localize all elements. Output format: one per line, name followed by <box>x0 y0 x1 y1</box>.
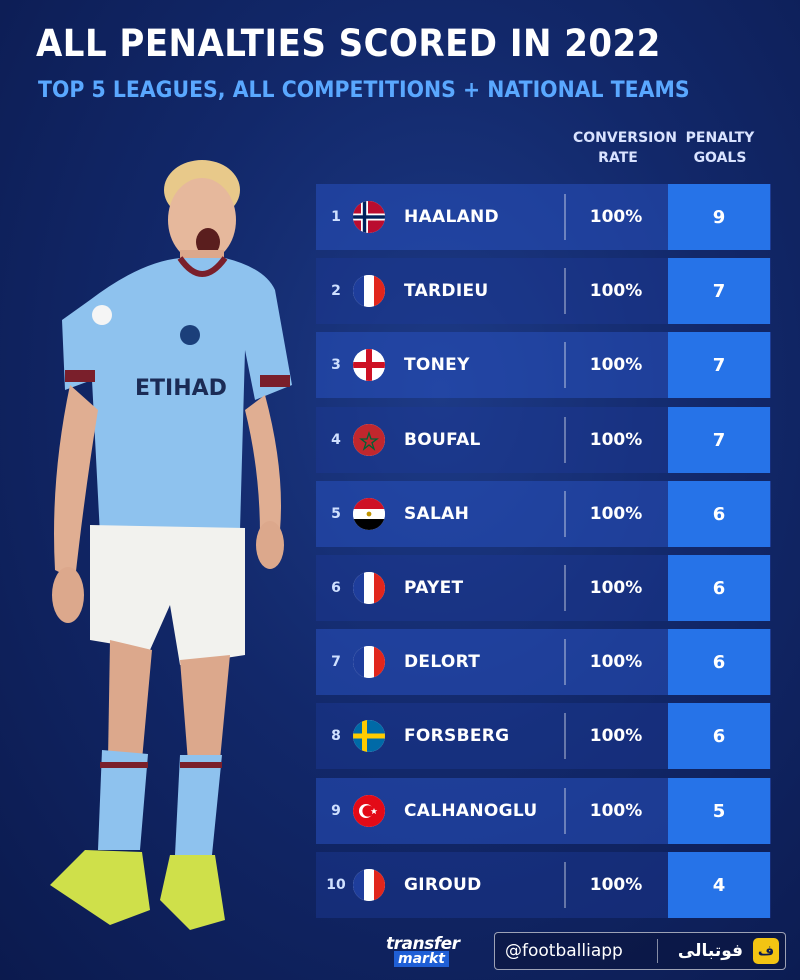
svg-text:ETIHAD: ETIHAD <box>135 376 227 401</box>
france-flag-icon <box>353 869 385 901</box>
conversion-rate-value: 100% <box>589 875 643 895</box>
player-name: TARDIEU <box>404 281 489 301</box>
row-divider <box>564 268 566 314</box>
rank-number: 8 <box>331 728 341 744</box>
row-divider <box>564 417 566 463</box>
france-flag-icon <box>353 275 385 307</box>
table-row: 2 TARDIEU 100% 7 <box>316 258 771 324</box>
conversion-rate-value: 100% <box>589 504 643 524</box>
player-name: DELORT <box>404 652 481 672</box>
player-name: GIROUD <box>404 875 482 895</box>
table-row: 5 SALAH 100% 6 <box>316 481 771 547</box>
rank-number: 1 <box>331 209 341 225</box>
penalty-goals-value: 6 <box>668 629 770 695</box>
rank-number: 6 <box>331 580 341 596</box>
player-name: HAALAND <box>404 207 499 227</box>
player-name: SALAH <box>404 504 470 524</box>
france-flag-icon <box>353 572 385 604</box>
transfermarkt-logo: transfer markt <box>386 934 476 970</box>
morocco-flag-icon <box>353 424 385 456</box>
row-divider <box>564 491 566 537</box>
app-name: فوتبالی <box>677 941 743 961</box>
rank-number: 9 <box>331 803 341 819</box>
social-handle: @footballiapp <box>505 941 623 961</box>
table-row: 4 BOUFAL 100% 7 <box>316 407 771 473</box>
handle-divider <box>657 939 658 963</box>
player-name: CALHANOGLU <box>404 801 538 821</box>
rank-number: 3 <box>331 357 341 373</box>
rank-number: 4 <box>331 432 341 448</box>
penalty-goals-header: PENALTY GOALS <box>668 128 772 168</box>
conversion-rate-header: CONVERSION RATE <box>562 128 677 168</box>
logo-text-bottom: markt <box>394 951 449 967</box>
table-row: 8 FORSBERG 100% 6 <box>316 703 771 769</box>
logo-text-top: transfer <box>386 934 460 954</box>
table-row: 10 GIROUD 100% 4 <box>316 852 771 918</box>
page-title: ALL PENALTIES SCORED IN 2022 <box>36 22 661 65</box>
turkey-flag-icon <box>353 795 385 827</box>
sweden-flag-icon <box>353 720 385 752</box>
conversion-rate-header-label: CONVERSION RATE <box>573 130 677 166</box>
penalty-goals-value: 6 <box>668 481 770 547</box>
table-row: 9 CALHANOGLU 100% 5 <box>316 778 771 844</box>
row-divider <box>564 639 566 685</box>
penalty-goals-value: 4 <box>668 852 770 918</box>
conversion-rate-value: 100% <box>589 726 643 746</box>
penalty-goals-value: 7 <box>668 407 770 473</box>
player-image: ETIHAD <box>50 160 292 930</box>
player-name: BOUFAL <box>404 430 481 450</box>
player-name: TONEY <box>404 355 470 375</box>
row-divider <box>564 342 566 388</box>
row-divider <box>564 862 566 908</box>
france-flag-icon <box>353 646 385 678</box>
table-row: 3 TONEY 100% 7 <box>316 332 771 398</box>
rank-number: 10 <box>326 877 346 893</box>
rank-number: 7 <box>331 654 341 670</box>
penalty-goals-value: 6 <box>668 703 770 769</box>
conversion-rate-value: 100% <box>589 207 643 227</box>
player-name: FORSBERG <box>404 726 510 746</box>
egypt-flag-icon <box>353 498 385 530</box>
rank-number: 5 <box>331 506 341 522</box>
rank-number: 2 <box>331 283 341 299</box>
player-name: PAYET <box>404 578 464 598</box>
penalty-goals-value: 9 <box>668 184 770 250</box>
row-divider <box>564 565 566 611</box>
row-divider <box>564 713 566 759</box>
conversion-rate-value: 100% <box>589 652 643 672</box>
conversion-rate-value: 100% <box>589 578 643 598</box>
app-logo-icon: ف <box>753 938 779 964</box>
conversion-rate-value: 100% <box>589 281 643 301</box>
penalty-goals-value: 7 <box>668 258 770 324</box>
social-handle-box: @footballiapp فوتبالی ف <box>494 932 786 970</box>
table-row: 6 PAYET 100% 6 <box>316 555 771 621</box>
england-flag-icon <box>353 349 385 381</box>
conversion-rate-value: 100% <box>589 801 643 821</box>
conversion-rate-value: 100% <box>589 355 643 375</box>
table-row: 1 HAALAND 100% 9 <box>316 184 771 250</box>
norway-flag-icon <box>353 201 385 233</box>
penalty-goals-header-label: PENALTY GOALS <box>685 130 755 166</box>
row-divider <box>564 194 566 240</box>
penalty-goals-value: 7 <box>668 332 770 398</box>
conversion-rate-value: 100% <box>589 430 643 450</box>
page-subtitle: TOP 5 LEAGUES, ALL COMPETITIONS + NATION… <box>38 78 690 103</box>
table-row: 7 DELORT 100% 6 <box>316 629 771 695</box>
row-divider <box>564 788 566 834</box>
penalty-goals-value: 5 <box>668 778 770 844</box>
penalty-goals-value: 6 <box>668 555 770 621</box>
